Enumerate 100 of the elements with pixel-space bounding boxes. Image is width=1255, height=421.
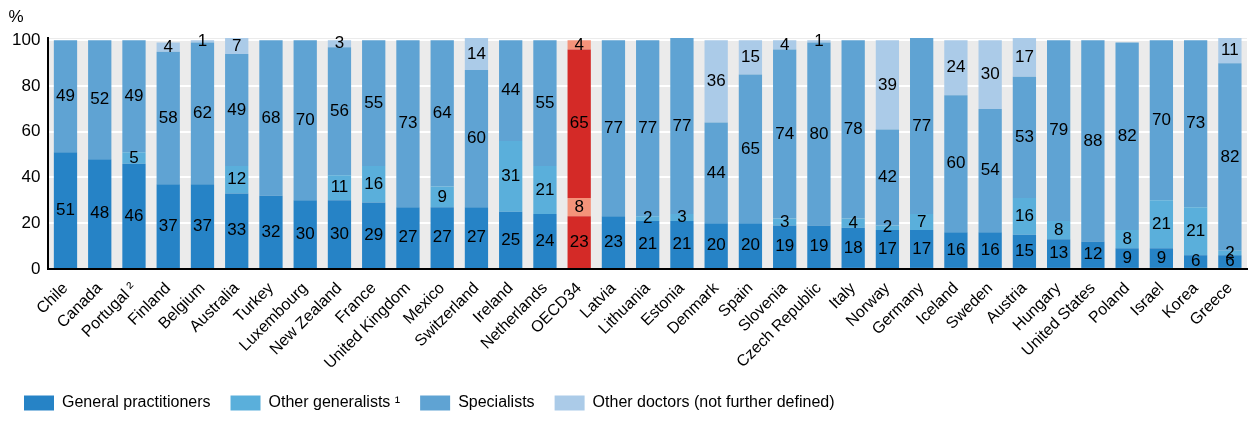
data-label: 8: [1122, 228, 1132, 248]
bar: [88, 159, 112, 268]
data-label: 3: [677, 207, 687, 227]
bar: [156, 51, 180, 185]
data-label: 82: [1117, 126, 1137, 145]
legend-label: General practitioners: [62, 393, 211, 411]
data-label: 64: [432, 103, 452, 123]
data-label: 32: [261, 221, 281, 241]
data-label: 77: [672, 115, 692, 135]
data-label: 73: [1186, 113, 1206, 133]
bar: [978, 108, 1002, 233]
data-label: 11: [1221, 40, 1239, 60]
y-tick-label: 20: [21, 212, 41, 232]
data-label: 73: [398, 113, 418, 133]
data-label: 29: [364, 224, 384, 244]
bar: [293, 40, 317, 201]
data-label: 2: [642, 208, 653, 228]
data-label: 9: [437, 186, 447, 206]
y-tick-label: 0: [30, 258, 41, 278]
bar: [396, 207, 420, 268]
data-label: 55: [364, 92, 384, 112]
data-label: 24: [946, 57, 966, 77]
data-label: 77: [912, 115, 932, 135]
data-label: 36: [706, 71, 726, 91]
bar: [464, 70, 489, 208]
bar: [190, 184, 215, 268]
bar: [259, 195, 283, 268]
bar: [567, 49, 591, 199]
data-label: 82: [1220, 146, 1240, 166]
data-label: 20: [706, 235, 726, 255]
data-label: 16: [1014, 206, 1034, 226]
y-tick-label: 80: [21, 75, 41, 95]
data-label: 42: [877, 167, 897, 187]
bar: [88, 40, 112, 160]
data-label: 37: [158, 215, 178, 235]
data-label: 70: [1151, 110, 1171, 129]
data-label: 21: [1151, 214, 1171, 234]
data-label: 17: [877, 238, 897, 258]
data-label: 68: [261, 107, 281, 127]
bar: [738, 74, 763, 224]
data-label: 19: [809, 236, 829, 256]
bar: [944, 95, 968, 233]
data-label: 55: [535, 92, 555, 112]
data-label: 6: [1190, 251, 1201, 271]
data-label: 5: [129, 147, 139, 167]
data-label: 60: [466, 128, 486, 148]
data-label: 12: [1083, 244, 1103, 264]
data-label: 30: [295, 223, 315, 243]
bar: [533, 214, 557, 268]
data-label: 49: [56, 85, 75, 105]
bar: [225, 193, 249, 268]
data-label: 23: [569, 231, 589, 251]
data-label: 74: [775, 123, 795, 143]
bar: [944, 40, 968, 96]
data-label: 27: [466, 227, 486, 247]
bar: [704, 40, 728, 123]
data-label: 30: [330, 223, 349, 243]
data-label: 31: [501, 166, 521, 186]
data-label: 62: [193, 103, 212, 123]
y-tick-label: 40: [21, 167, 41, 187]
data-label: 21: [1186, 220, 1206, 240]
bar: [327, 200, 352, 268]
data-label: 77: [603, 118, 623, 137]
data-label: 60: [946, 153, 966, 173]
data-label: 58: [158, 107, 178, 127]
data-label: 53: [1014, 127, 1034, 147]
y-tick-label: 60: [21, 121, 41, 141]
data-label: 79: [1049, 120, 1069, 140]
bar: [122, 163, 146, 268]
bar: [464, 207, 489, 268]
data-label: 48: [90, 203, 110, 223]
legend-label: Other generalists ¹: [268, 393, 401, 411]
data-label: 7: [916, 211, 927, 231]
data-label: 49: [227, 99, 247, 119]
data-label: 4: [848, 212, 858, 232]
data-label: 16: [980, 239, 1000, 259]
data-label: 3: [334, 33, 345, 53]
bar: [601, 40, 626, 217]
data-label: 17: [1014, 47, 1034, 67]
data-label: 25: [501, 229, 521, 249]
bar: [807, 225, 831, 268]
y-tick-label: 100: [11, 29, 41, 49]
bar: [875, 40, 900, 130]
data-label: 1: [814, 31, 824, 51]
data-label: 18: [843, 237, 863, 257]
data-label: 80: [809, 123, 829, 143]
data-label: 39: [877, 74, 897, 94]
data-label: 17: [912, 238, 932, 258]
data-label: 15: [1014, 240, 1034, 260]
data-label: 33: [227, 220, 247, 240]
data-label: 30: [980, 64, 1000, 84]
data-label: 27: [398, 227, 418, 247]
data-label: 8: [574, 196, 584, 216]
data-label: 7: [231, 35, 242, 55]
data-label: 2: [882, 217, 893, 237]
legend-label: Specialists: [458, 393, 535, 411]
data-label: 15: [740, 47, 760, 67]
data-label: 16: [364, 174, 384, 194]
data-label: 51: [56, 199, 75, 219]
bar: [53, 40, 78, 153]
